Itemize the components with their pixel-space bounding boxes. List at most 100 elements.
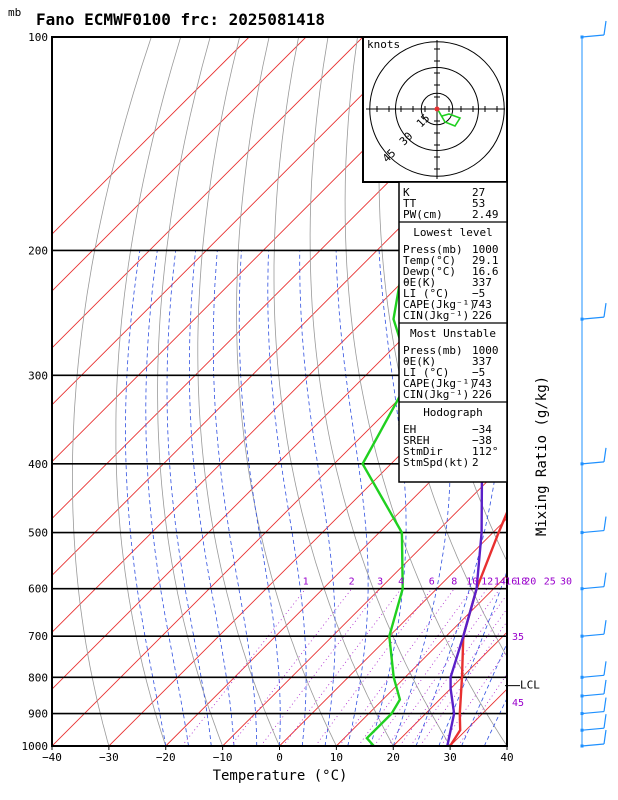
temp-tick-label: −10 — [213, 751, 233, 764]
temp-tick-label: 40 — [500, 751, 513, 764]
mixing-ratio-label: 10 — [466, 577, 478, 588]
dry-adiabat-line — [115, 37, 182, 746]
dry-adiabat-line — [197, 37, 280, 746]
isotherm-line — [336, 574, 507, 746]
wind-barb-flag — [603, 679, 607, 695]
param-value: 337 — [472, 355, 492, 368]
mixing-ratio-line — [260, 588, 381, 746]
param-value: 1000 — [472, 344, 499, 357]
wind-barb-flag — [603, 697, 607, 712]
temp-tick-label: 10 — [330, 751, 343, 764]
mixing-ratio-label: 14 — [494, 577, 506, 588]
isotherm-line — [52, 233, 507, 690]
wind-barb — [581, 710, 605, 715]
pressure-tick-label: 600 — [28, 583, 48, 596]
mixing-ratio-label: 3 — [377, 577, 383, 588]
moist-adiabat-line — [238, 250, 281, 746]
wind-barb-flag — [603, 20, 607, 36]
param-label: CAPE(Jkg⁻¹) — [403, 298, 476, 311]
wind-barb-flag — [603, 516, 607, 531]
param-value: 112° — [472, 445, 499, 458]
mixing-ratio-label: 30 — [560, 577, 572, 588]
wind-barb-flag — [603, 303, 607, 318]
isotherm-line — [52, 37, 477, 463]
moist-adiabat-line — [145, 250, 189, 746]
temperature-axis: −40 −30 −20 −10 0 10 20 30 40 — [42, 746, 514, 764]
param-value: −5 — [472, 287, 485, 300]
param-label: Dewp(°C) — [403, 265, 456, 278]
background-lines — [52, 37, 618, 746]
moist-adiabat-line — [335, 250, 369, 746]
wind-barb — [581, 727, 605, 731]
temp-tick-label: 20 — [387, 751, 400, 764]
param-value: 16.6 — [472, 265, 499, 278]
param-label: Press(mb) — [403, 243, 463, 256]
mixing-ratio-line — [399, 593, 507, 746]
wind-barb-flag — [603, 620, 607, 635]
mixing-ratio-label: 12 — [481, 577, 493, 588]
wind-barb — [581, 461, 605, 465]
param-label: PW(cm) — [403, 208, 443, 221]
wind-barb — [581, 674, 605, 678]
param-label: θE(K) — [403, 276, 436, 289]
pressure-tick-label: 500 — [28, 527, 48, 540]
param-label: SREH — [403, 434, 430, 447]
mixing-ratio-label: 16 — [505, 577, 517, 588]
param-value: 337 — [472, 276, 492, 289]
temperature-profile — [449, 509, 507, 746]
mixing-ratio-line — [282, 588, 402, 746]
wind-barb-column — [580, 20, 607, 748]
mixing-ratio-line — [457, 673, 507, 746]
param-value: 27 — [472, 186, 485, 199]
dry-adiabat-line — [593, 37, 618, 746]
moist-adiabat-line — [212, 250, 258, 746]
dry-adiabat-line — [273, 37, 394, 746]
isotherm-line — [52, 37, 364, 349]
mixing-ratio-label: 8 — [451, 577, 457, 588]
hodograph-trace — [437, 109, 462, 127]
parameter-table-frame — [398, 181, 508, 483]
wind-barb-flag — [603, 572, 607, 587]
moist-adiabat-line — [370, 250, 407, 746]
dry-adiabat-line — [564, 37, 618, 746]
temp-tick-label: 0 — [276, 751, 283, 764]
wind-barb-flag — [603, 714, 607, 729]
param-label: TT — [403, 197, 417, 210]
parameter-table: K 27 TT 53 PW(cm) 2.49 Lowest level Press(mb) 10… — [398, 181, 508, 483]
param-value: 226 — [472, 388, 492, 401]
param-label: CAPE(Jkg⁻¹) — [403, 377, 476, 390]
param-label: StmSpd(kt) — [403, 456, 469, 469]
param-label: CIN(Jkg⁻¹) — [403, 309, 469, 322]
dry-adiabat-line — [157, 37, 223, 746]
pressure-tick-label: 200 — [28, 244, 48, 257]
lcl-label: LCL — [520, 679, 540, 692]
mixing-ratio-line — [315, 588, 433, 746]
pressure-tick-label: 300 — [28, 369, 48, 382]
mixing-ratio-label: 20 — [524, 577, 536, 588]
param-label: StmDir — [403, 445, 443, 458]
dry-adiabat-line — [378, 37, 507, 658]
mixing-ratio-line — [181, 588, 307, 746]
isotherm-line — [165, 404, 507, 746]
temp-tick-label: −30 — [99, 751, 119, 764]
param-section-title: Hodograph — [423, 406, 483, 419]
mixing-ratio-line — [410, 608, 507, 746]
mixing-ratio-label: 1 — [303, 577, 309, 588]
temp-tick-label: 30 — [444, 751, 457, 764]
wind-barb — [581, 529, 605, 534]
dry-adiabat-line — [236, 37, 337, 746]
param-label: LI (°C) — [403, 287, 449, 300]
mixing-ratio-line — [440, 649, 507, 746]
wind-barb — [581, 34, 605, 38]
param-label: θE(K) — [403, 355, 436, 368]
moist-adiabat-line — [125, 250, 167, 746]
isotherm-line — [52, 37, 421, 406]
param-value: 1000 — [472, 243, 499, 256]
temp-tick-label: −20 — [156, 751, 176, 764]
param-value: −34 — [472, 423, 492, 436]
param-value: 743 — [472, 298, 492, 311]
wind-barb-flag — [603, 661, 607, 676]
isotherm-line — [52, 37, 307, 292]
